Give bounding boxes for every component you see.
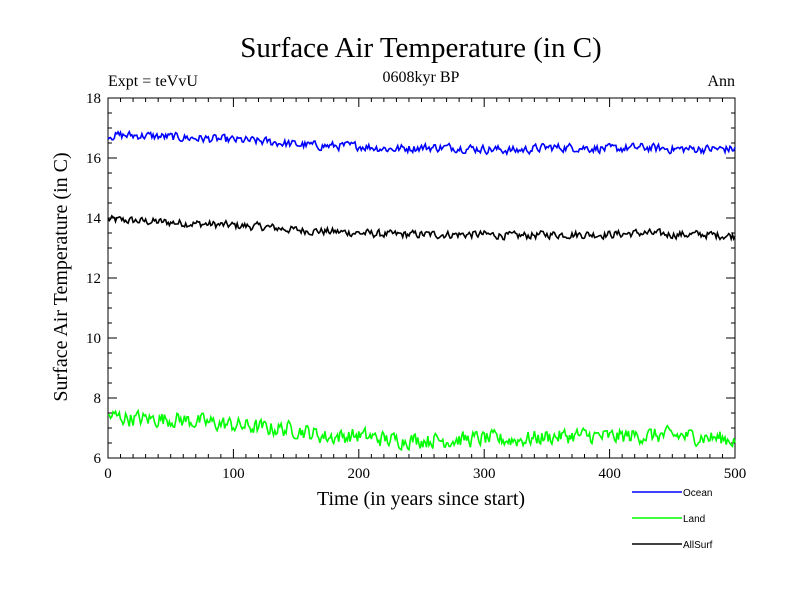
chart-subtitle: 0608kyr BP bbox=[383, 69, 460, 86]
series-line-allsurf bbox=[107, 214, 736, 242]
axes: 0 100 200 300 400 500 6 8 10 12 14 16 18 bbox=[86, 91, 746, 482]
y-tick-label: 14 bbox=[86, 211, 102, 227]
x-tick-label: 200 bbox=[348, 466, 371, 482]
chart-title: Surface Air Temperature (in C) bbox=[240, 32, 601, 64]
x-axis-label: Time (in years since start) bbox=[317, 488, 525, 510]
series-line-land bbox=[107, 408, 736, 452]
series-layer bbox=[107, 129, 736, 452]
y-tick-label: 6 bbox=[94, 451, 102, 467]
x-tick-label: 400 bbox=[598, 466, 621, 482]
x-tick-label: 0 bbox=[104, 466, 112, 482]
y-tick-label: 12 bbox=[86, 271, 101, 287]
plot-frame bbox=[107, 97, 736, 459]
x-tick-label: 100 bbox=[222, 466, 245, 482]
legend-label: AllSurf bbox=[683, 540, 713, 551]
y-tick-label: 8 bbox=[94, 391, 102, 407]
experiment-label: Expt = teVvU bbox=[108, 73, 198, 90]
legend-label: Land bbox=[683, 514, 705, 525]
y-axis-label: Surface Air Temperature (in C) bbox=[50, 152, 72, 401]
x-tick-label: 300 bbox=[473, 466, 496, 482]
y-tick-label: 18 bbox=[86, 91, 101, 107]
y-tick-label: 10 bbox=[86, 331, 101, 347]
series-line-ocean bbox=[107, 129, 736, 157]
y-tick-label: 16 bbox=[86, 151, 102, 167]
season-label: Ann bbox=[707, 73, 735, 90]
legend-label: Ocean bbox=[683, 488, 712, 499]
legend: Ocean Land AllSurf bbox=[632, 488, 713, 551]
x-tick-label: 500 bbox=[724, 466, 747, 482]
